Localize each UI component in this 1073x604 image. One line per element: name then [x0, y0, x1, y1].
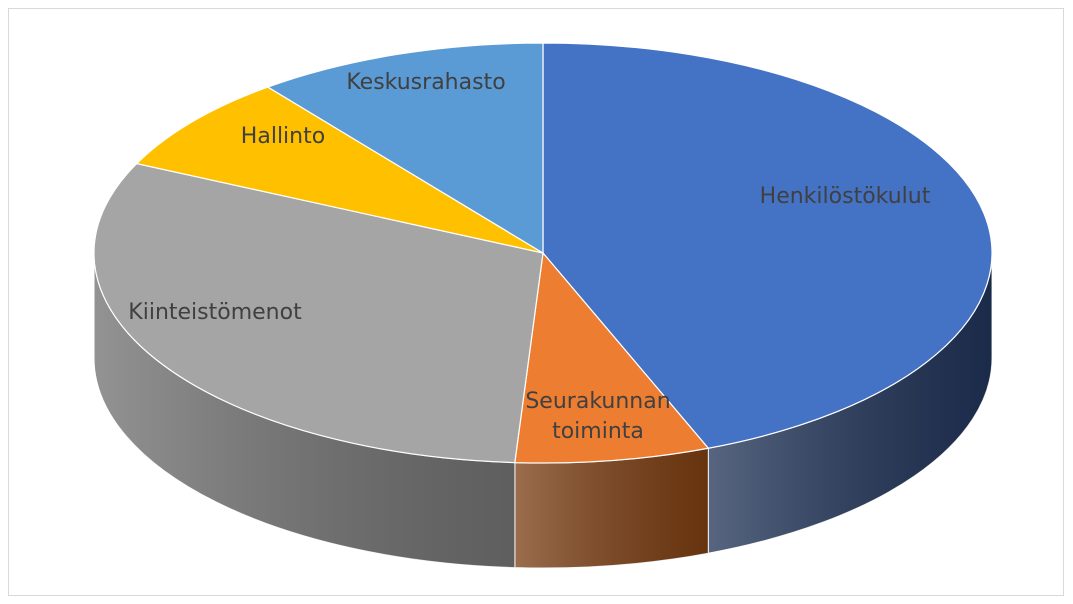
slice [514, 251, 710, 464]
slice [542, 42, 993, 449]
slice [135, 86, 544, 254]
chart-frame [8, 8, 1064, 596]
slice-side-shade [708, 253, 992, 554]
slice-label: Seurakunnan toiminta [525, 389, 671, 444]
slice [266, 42, 544, 255]
slice [93, 162, 544, 464]
slice-label: Henkilöstökulut [759, 184, 931, 209]
slice-side-shade [514, 448, 709, 569]
slice-label: Hallinto [240, 124, 326, 149]
slice-label: Kiinteistömenot [128, 300, 302, 325]
slice-label: Keskusrahasto [346, 70, 506, 95]
slice-side-shade [94, 253, 515, 568]
